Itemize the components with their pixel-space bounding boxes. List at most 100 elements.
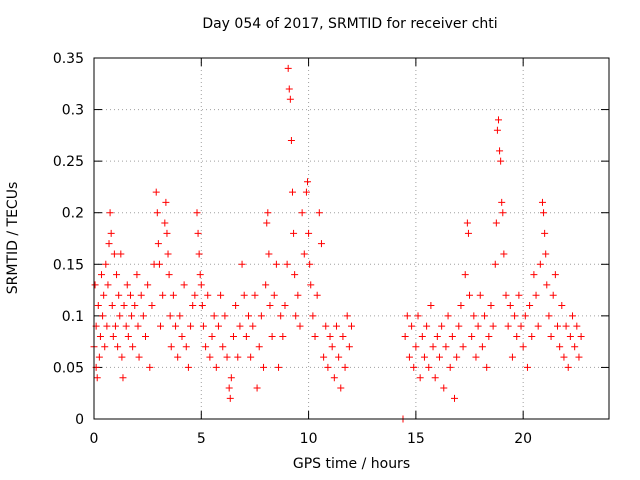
data-point — [107, 229, 115, 237]
data-point — [438, 322, 446, 330]
data-point — [466, 291, 474, 299]
data-point — [114, 343, 122, 351]
y-tick-label: 0 — [75, 412, 84, 428]
data-point — [95, 353, 103, 361]
data-point — [416, 374, 424, 382]
data-point — [206, 353, 214, 361]
data-point — [498, 198, 506, 206]
data-point — [212, 363, 220, 371]
data-point — [182, 343, 190, 351]
data-point — [272, 260, 280, 268]
y-tick-label: 0.35 — [53, 51, 84, 67]
data-point — [115, 291, 123, 299]
plot-frame — [93, 57, 610, 420]
data-point — [153, 209, 161, 217]
data-point — [281, 302, 289, 310]
data-point — [571, 343, 579, 351]
data-point — [577, 332, 585, 340]
data-point — [264, 209, 272, 217]
data-point — [91, 281, 99, 289]
data-point — [265, 250, 273, 258]
data-point — [98, 271, 106, 279]
grid-layer — [94, 58, 609, 419]
data-point — [345, 343, 353, 351]
data-point — [564, 363, 572, 371]
data-point — [315, 209, 323, 217]
data-point — [196, 271, 204, 279]
data-point — [341, 363, 349, 371]
data-point — [541, 229, 549, 237]
data-point — [120, 302, 128, 310]
data-point — [412, 343, 420, 351]
data-point — [122, 322, 130, 330]
data-point — [131, 302, 139, 310]
data-point — [108, 302, 116, 310]
y-tick-label: 0.3 — [62, 103, 84, 119]
data-point — [262, 281, 270, 289]
data-point — [287, 137, 295, 145]
data-point — [403, 312, 411, 320]
data-point — [545, 312, 553, 320]
data-point — [320, 353, 328, 361]
data-point — [463, 219, 471, 227]
data-point — [429, 343, 437, 351]
y-tick-label: 0.1 — [62, 309, 84, 325]
y-tick-label: 0.05 — [53, 360, 84, 376]
data-point — [496, 147, 504, 155]
data-point — [189, 302, 197, 310]
data-point — [126, 291, 134, 299]
data-point — [193, 209, 201, 217]
data-point — [238, 260, 246, 268]
data-point — [575, 353, 583, 361]
data-point — [290, 229, 298, 237]
data-point — [268, 332, 276, 340]
data-point — [226, 394, 234, 402]
data-point — [191, 291, 199, 299]
data-point — [481, 312, 489, 320]
data-point — [457, 302, 465, 310]
data-point — [176, 312, 184, 320]
data-point — [291, 271, 299, 279]
data-point — [232, 302, 240, 310]
data-point — [554, 322, 561, 330]
data-point — [324, 363, 332, 371]
data-point — [433, 332, 441, 340]
data-point — [298, 209, 306, 217]
data-point — [288, 188, 296, 196]
data-point — [337, 384, 345, 392]
data-point — [543, 281, 551, 289]
data-point — [169, 291, 177, 299]
data-point — [110, 250, 118, 258]
x-tick-label: 10 — [300, 431, 318, 447]
data-point — [560, 353, 568, 361]
data-point — [154, 240, 162, 248]
data-point — [219, 343, 227, 351]
data-point — [164, 250, 172, 258]
data-point — [556, 343, 564, 351]
data-point — [104, 281, 112, 289]
data-point — [129, 343, 137, 351]
data-point — [225, 384, 233, 392]
data-point — [214, 322, 222, 330]
y-axis-label: SRMTID / TECUs — [5, 181, 21, 295]
data-point — [165, 271, 173, 279]
data-point — [305, 229, 313, 237]
data-point — [166, 312, 174, 320]
data-point — [146, 363, 154, 371]
data-point — [526, 302, 534, 310]
data-point — [195, 250, 203, 258]
data-point — [157, 322, 165, 330]
data-point — [199, 322, 207, 330]
data-point — [549, 291, 557, 299]
data-point — [197, 281, 205, 289]
data-point — [180, 281, 188, 289]
data-point — [162, 198, 170, 206]
data-point — [99, 312, 107, 320]
data-point — [174, 353, 182, 361]
data-point — [497, 157, 505, 165]
data-point — [532, 291, 540, 299]
data-point — [135, 353, 143, 361]
data-point — [118, 353, 126, 361]
data-point — [332, 322, 340, 330]
